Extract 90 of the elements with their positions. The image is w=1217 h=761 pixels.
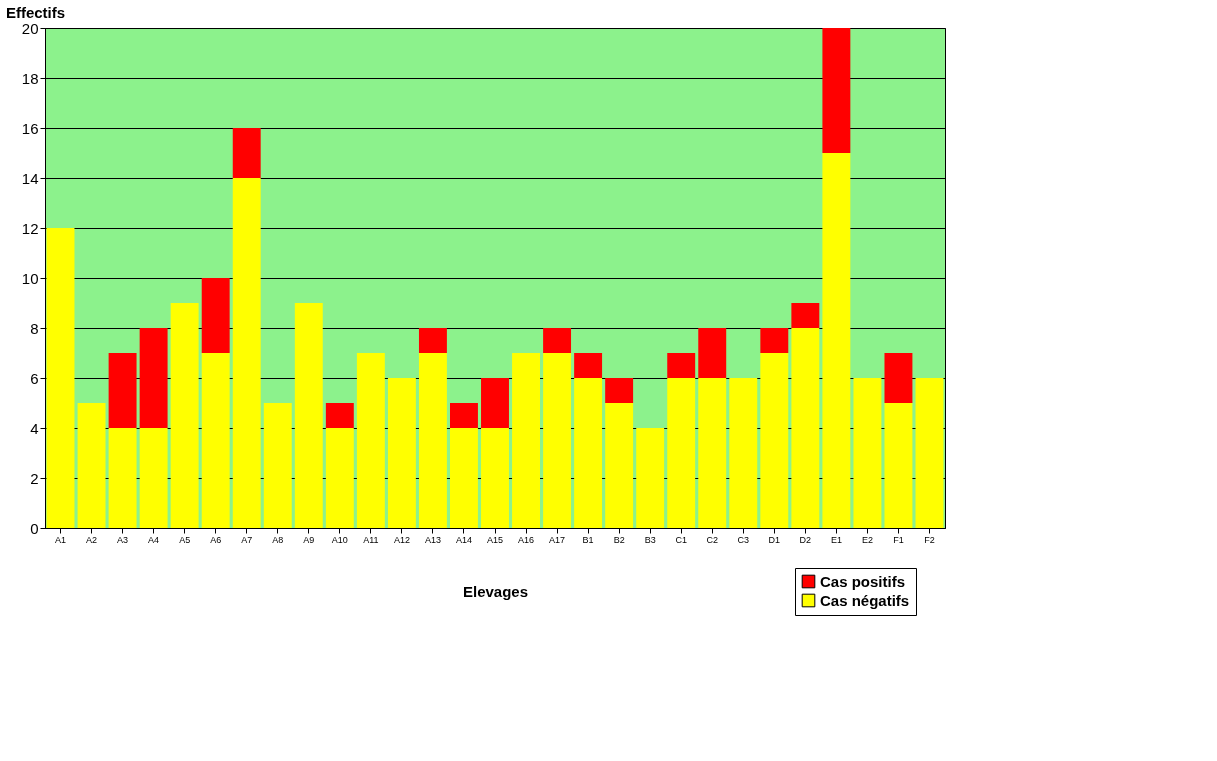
x-tick-label: A11 bbox=[363, 534, 379, 545]
x-tick-label: A9 bbox=[303, 534, 315, 545]
bar bbox=[698, 378, 727, 528]
bar bbox=[760, 328, 789, 353]
bar bbox=[356, 353, 385, 528]
bar bbox=[543, 353, 572, 528]
x-axis-title: Elevages bbox=[462, 582, 529, 600]
y-tick-label: 12 bbox=[21, 219, 39, 237]
y-tick-label: 14 bbox=[21, 169, 39, 187]
legend-label: Cas positifs bbox=[820, 572, 906, 590]
bar bbox=[294, 303, 323, 528]
x-tick-label: E1 bbox=[830, 534, 842, 545]
y-tick-label: 10 bbox=[21, 269, 39, 287]
bar bbox=[232, 128, 261, 178]
x-tick-label: A2 bbox=[86, 534, 98, 545]
bar bbox=[263, 403, 292, 528]
x-tick-label: A13 bbox=[424, 534, 441, 545]
y-tick-label: 8 bbox=[30, 319, 39, 337]
bar bbox=[853, 378, 882, 528]
bar bbox=[698, 328, 727, 378]
x-tick-label: A12 bbox=[393, 534, 410, 545]
x-tick-label: A17 bbox=[549, 534, 566, 545]
bar bbox=[325, 428, 354, 528]
x-tick-label: A15 bbox=[486, 534, 504, 545]
bar bbox=[108, 353, 137, 428]
bar bbox=[667, 378, 696, 528]
bar bbox=[884, 403, 913, 528]
bar bbox=[512, 353, 540, 528]
y-tick-label: 18 bbox=[21, 69, 39, 87]
bar bbox=[605, 403, 634, 528]
x-tick-label: B2 bbox=[613, 534, 625, 545]
x-tick-label: E2 bbox=[861, 534, 873, 545]
bar bbox=[77, 403, 106, 528]
x-tick-label: B1 bbox=[582, 534, 594, 545]
bar bbox=[418, 353, 447, 528]
y-tick-label: 6 bbox=[30, 369, 39, 387]
bar bbox=[667, 353, 696, 378]
bar bbox=[543, 328, 572, 353]
bar bbox=[139, 328, 168, 428]
x-tick-label: A4 bbox=[148, 534, 160, 545]
bar bbox=[791, 303, 820, 328]
x-tick-label: A8 bbox=[272, 534, 284, 545]
x-tick-label: F1 bbox=[893, 534, 904, 545]
x-tick-label: B3 bbox=[644, 534, 656, 545]
x-tick-label: A1 bbox=[55, 534, 67, 545]
x-tick-label: C1 bbox=[675, 534, 687, 545]
bar bbox=[574, 353, 603, 378]
bar bbox=[791, 328, 820, 528]
y-tick-label: 2 bbox=[30, 469, 39, 487]
x-tick-label: C3 bbox=[737, 534, 750, 545]
x-tick-label: A7 bbox=[241, 534, 253, 545]
bar bbox=[232, 178, 261, 528]
x-tick-label: F2 bbox=[924, 534, 935, 545]
bar bbox=[170, 303, 199, 528]
bar bbox=[481, 428, 509, 528]
x-tick-label: A6 bbox=[210, 534, 222, 545]
bar bbox=[915, 378, 944, 528]
bar bbox=[201, 353, 230, 528]
legend-label: Cas négatifs bbox=[820, 591, 910, 609]
x-tick-label: A3 bbox=[117, 534, 129, 545]
bar bbox=[325, 403, 354, 428]
bar bbox=[108, 428, 137, 528]
x-tick-label: A10 bbox=[331, 534, 348, 545]
bar bbox=[605, 378, 634, 403]
y-tick-label: 20 bbox=[21, 19, 39, 37]
bar bbox=[418, 328, 447, 353]
bar bbox=[450, 403, 478, 428]
y-axis-title: Effectifs bbox=[5, 3, 66, 21]
y-tick-label: 4 bbox=[30, 419, 39, 437]
bar bbox=[139, 428, 168, 528]
y-tick-label: 16 bbox=[21, 119, 39, 137]
bar bbox=[822, 153, 851, 528]
x-tick-label: D1 bbox=[768, 534, 781, 545]
bar bbox=[822, 28, 851, 153]
y-tick-label: 0 bbox=[30, 519, 39, 537]
bar bbox=[760, 353, 789, 528]
bar bbox=[729, 378, 758, 528]
x-tick-label: A16 bbox=[518, 534, 535, 545]
bar bbox=[450, 428, 478, 528]
bar bbox=[574, 378, 603, 528]
x-tick-label: A5 bbox=[179, 534, 191, 545]
x-tick-label: A14 bbox=[455, 534, 472, 545]
bar bbox=[481, 378, 509, 428]
x-tick-label: D2 bbox=[799, 534, 812, 545]
bar bbox=[201, 278, 230, 353]
x-tick-label: C2 bbox=[706, 534, 718, 545]
bar bbox=[884, 353, 913, 403]
bar bbox=[636, 428, 665, 528]
bar bbox=[46, 228, 75, 528]
bar bbox=[387, 378, 416, 528]
